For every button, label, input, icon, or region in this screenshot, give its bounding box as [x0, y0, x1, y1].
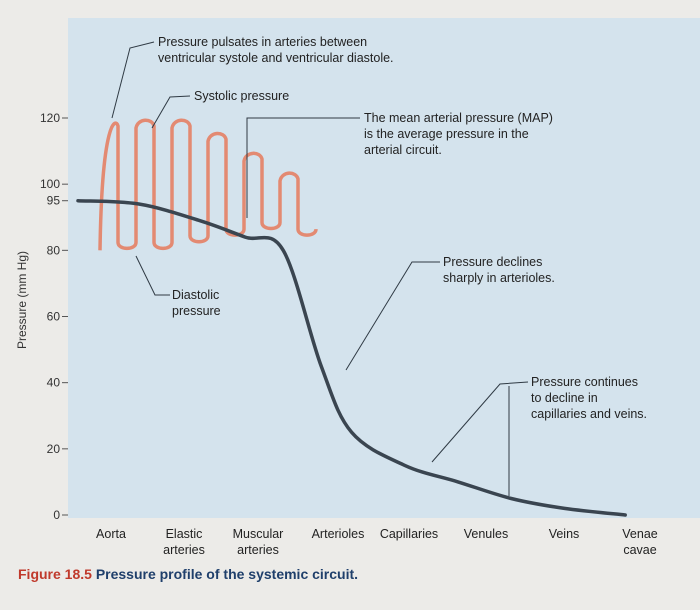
leader-systolic: [151, 95, 191, 129]
leader-lines: [111, 41, 529, 496]
x-category-label: Arterioles: [312, 527, 365, 541]
y-tick-label: 100: [40, 177, 60, 191]
x-category-label: Venules: [464, 527, 508, 541]
y-tick-label: 120: [40, 111, 60, 125]
figure-caption-text: Pressure profile of the systemic circuit…: [95, 566, 359, 582]
annotation-diastolic-1: Diastolic: [172, 288, 219, 302]
mean-pressure-line: [76, 198, 627, 517]
figure-number: Figure 18.5: [18, 566, 92, 582]
leader-capillaries: [431, 381, 529, 463]
y-tick-label: 60: [47, 310, 61, 324]
x-category-label-line2: arteries: [237, 543, 279, 557]
x-category-label: Muscular: [233, 527, 284, 541]
y-axis-label: Pressure (mm Hg): [15, 251, 29, 349]
y-tick-label: 80: [47, 243, 61, 257]
annotation-pulsates-2: ventricular systole and ventricular dias…: [158, 51, 394, 65]
y-tick-label: 0: [53, 508, 60, 522]
annotation-capillaries-2: to decline in: [531, 391, 598, 405]
x-category-label-line2: arteries: [163, 543, 205, 557]
annotation-map-3: arterial circuit.: [364, 143, 442, 157]
leader-map: [246, 117, 360, 218]
oscillation-line: [98, 118, 318, 251]
x-category-label: Venae: [622, 527, 658, 541]
x-category-label: Aorta: [96, 527, 126, 541]
plot-area: [68, 18, 700, 518]
y-tick-label: 40: [47, 376, 61, 390]
x-category-label: Elastic: [166, 527, 203, 541]
x-categories: Aorta Elastic arteries Muscular arteries Arte…: [96, 527, 658, 557]
annotation-arterioles-2: sharply in arterioles.: [443, 271, 555, 285]
leader-pulsates: [111, 41, 155, 119]
figure-caption: Figure 18.5 Pressure profile of the syst…: [18, 566, 358, 582]
annotation-capillaries-3: capillaries and veins.: [531, 407, 647, 421]
leader-diastolic: [135, 255, 170, 296]
x-category-label: Veins: [549, 527, 580, 541]
annotation-pulsates-1: Pressure pulsates in arteries between: [158, 35, 367, 49]
x-category-label: Capillaries: [380, 527, 438, 541]
x-category-label-line2: cavae: [623, 543, 656, 557]
annotation-map-2: is the average pressure in the: [364, 127, 529, 141]
y-tick-label: 95: [47, 194, 61, 208]
annotation-diastolic-2: pressure: [172, 304, 221, 318]
y-ticks: 120 100 95 80 60 40 20 0: [40, 111, 68, 522]
annotation-arterioles-1: Pressure declines: [443, 255, 542, 269]
annotation-systolic: Systolic pressure: [194, 89, 289, 103]
y-tick-label: 20: [47, 442, 61, 456]
annotation-map-1: The mean arterial pressure (MAP): [364, 111, 553, 125]
annotation-capillaries-1: Pressure continues: [531, 375, 638, 389]
leader-arterioles: [345, 261, 440, 371]
